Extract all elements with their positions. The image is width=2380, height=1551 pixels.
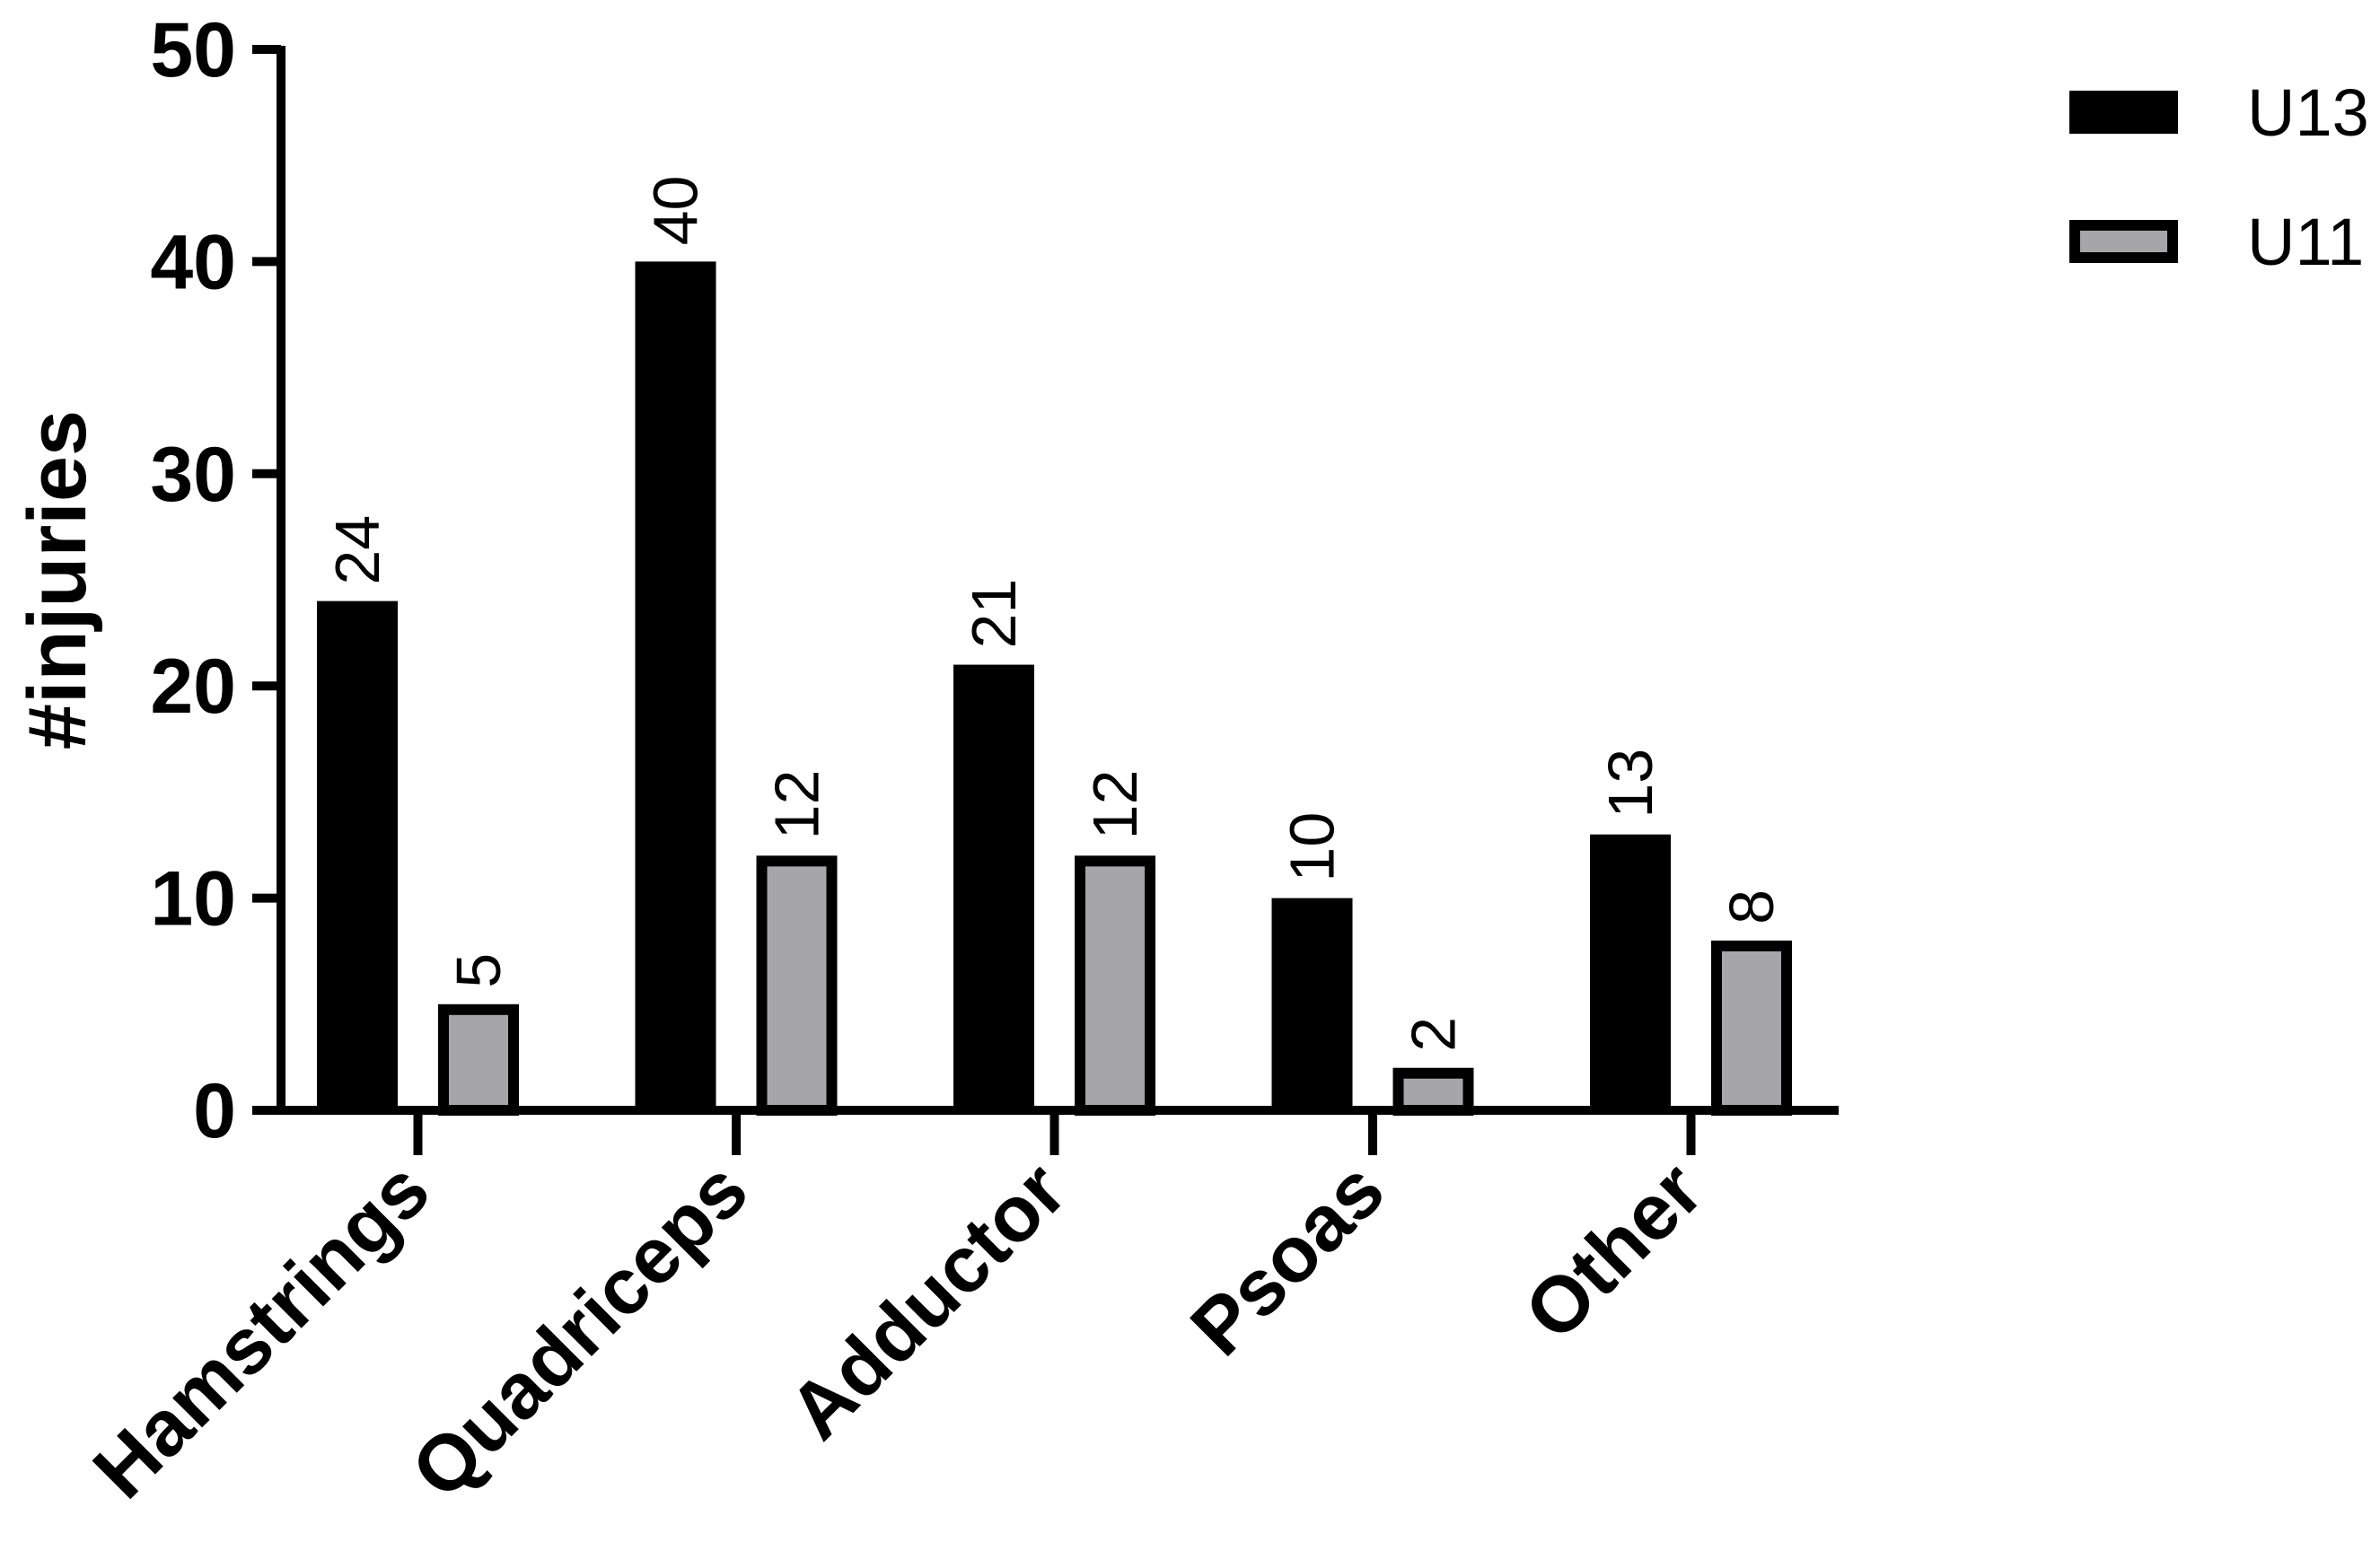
data-label: 8 (1717, 889, 1787, 924)
y-tick-label: 10 (150, 856, 236, 942)
y-tick-label: 50 (150, 7, 236, 93)
x-tick-label-psoas: Psoas (1173, 1144, 1401, 1371)
y-tick-label: 40 (150, 219, 236, 305)
bar-u13 (953, 664, 1034, 1110)
data-label: 13 (1595, 749, 1665, 819)
bars (317, 261, 1792, 1117)
bar-u11 (438, 1003, 519, 1117)
bar-u11 (756, 855, 838, 1116)
data-label: 2 (1399, 1017, 1469, 1052)
legend-label-u13: U13 (2247, 75, 2369, 150)
bar-u13 (635, 261, 716, 1110)
data-label: 10 (1278, 812, 1348, 882)
legend-swatch-u13 (2069, 91, 2178, 134)
bar-u13 (1271, 898, 1353, 1110)
x-tick-label-other: Other (1507, 1144, 1719, 1356)
data-label: 12 (762, 769, 832, 839)
data-label: 40 (641, 176, 711, 246)
data-label: 12 (1080, 769, 1150, 839)
data-label: 21 (959, 579, 1029, 649)
y-tick-label: 30 (150, 432, 236, 518)
axes: 0 10 20 30 40 50 #injuries (12, 7, 1839, 1155)
bar-u11 (1711, 940, 1792, 1116)
bar-u13 (1590, 834, 1671, 1110)
data-label: 24 (322, 515, 392, 585)
x-tick-label-quadriceps: Quadriceps (394, 1144, 764, 1514)
bar-u11 (1075, 855, 1155, 1116)
bar-u13 (317, 600, 398, 1110)
legend-label-u11: U11 (2247, 205, 2364, 279)
data-label: 5 (444, 953, 514, 988)
y-tick-label: 0 (193, 1068, 236, 1154)
bar-u11 (1392, 1067, 1474, 1116)
legend: U13 U11 (2069, 75, 2369, 279)
y-tick-label: 20 (150, 644, 236, 730)
x-tick-label-hamstrings: Hamstrings (76, 1144, 446, 1514)
x-tick-label-adductor: Adductor (771, 1144, 1083, 1456)
y-axis-title: #injuries (12, 410, 103, 749)
legend-swatch-u11 (2069, 220, 2178, 263)
